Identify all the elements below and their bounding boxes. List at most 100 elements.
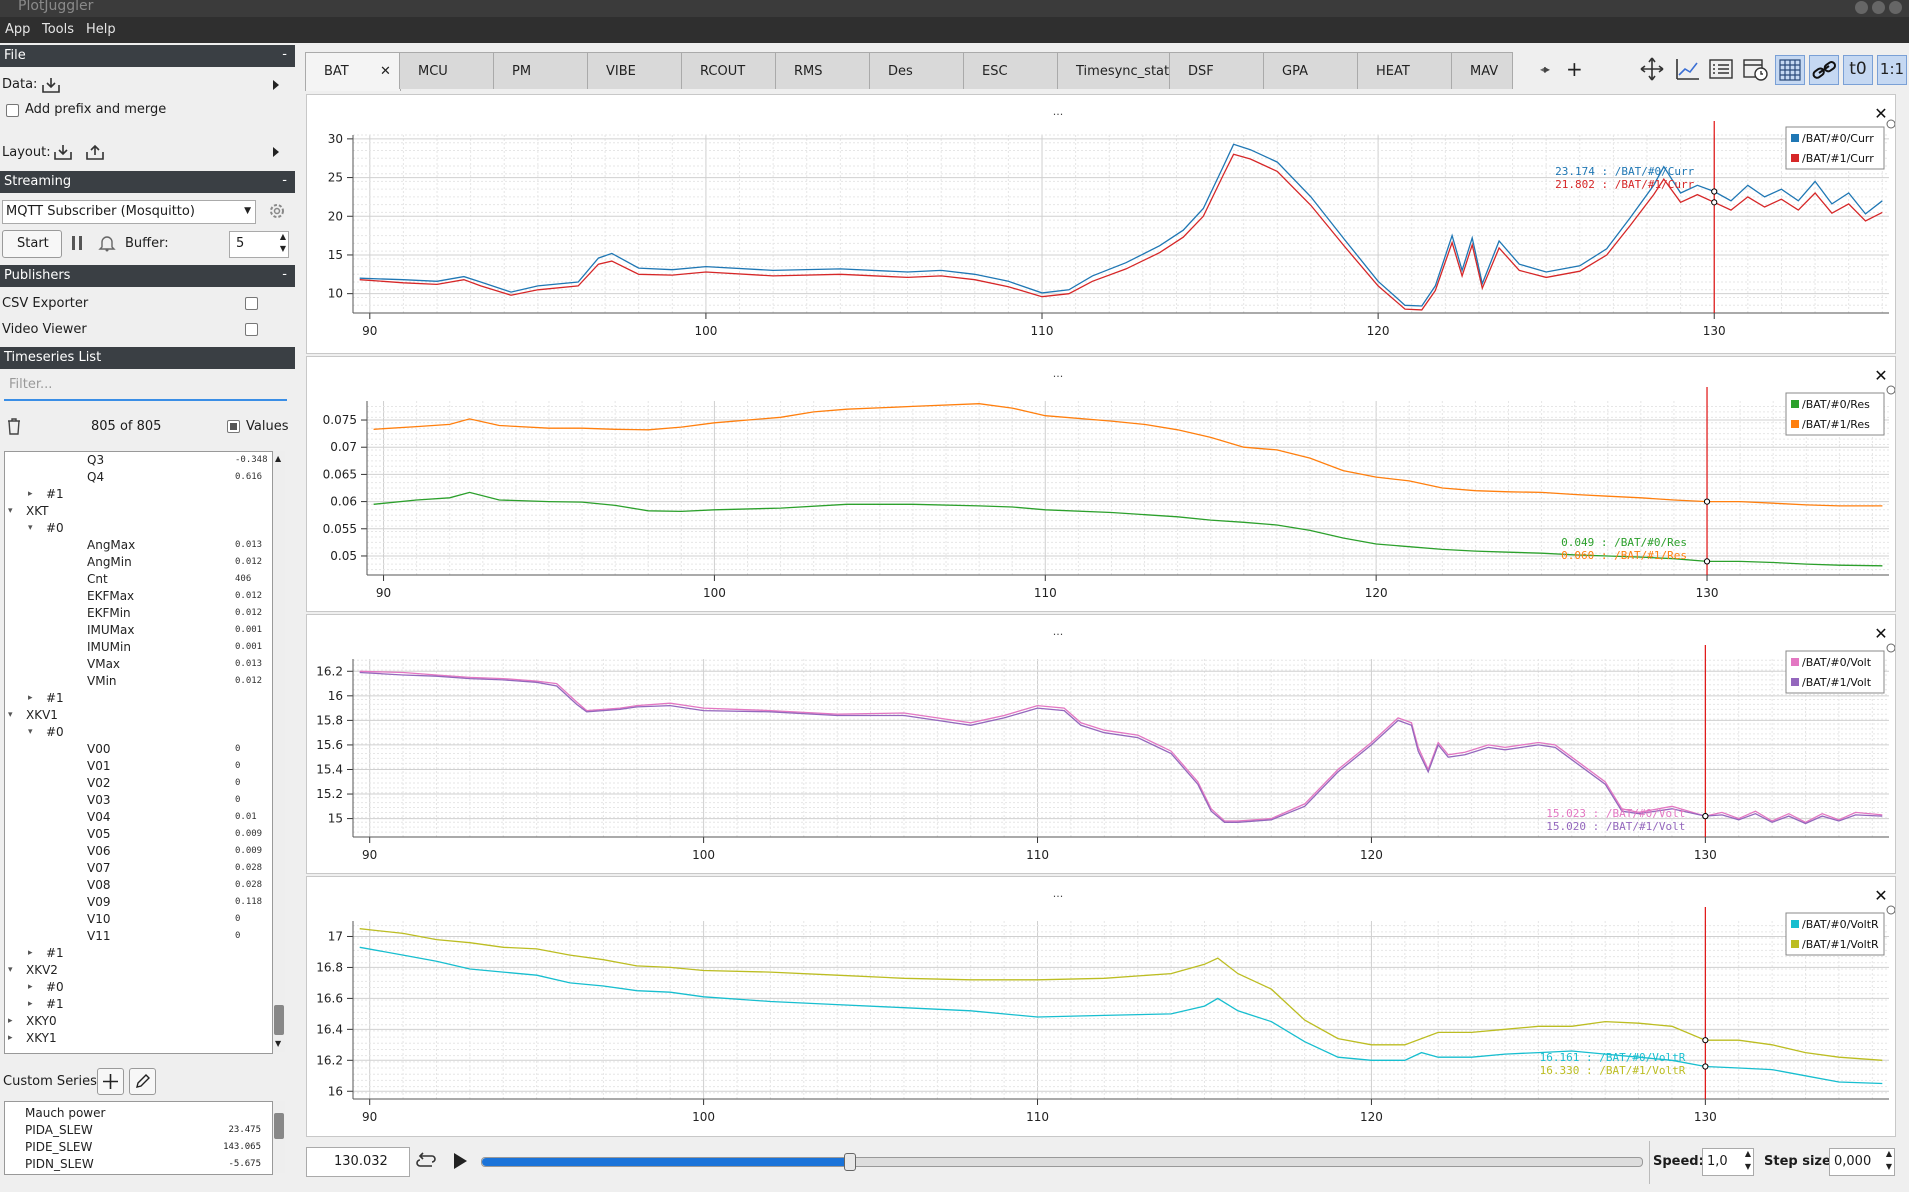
menu-app[interactable]: App — [5, 22, 31, 37]
tree-row[interactable]: V03 0 — [5, 793, 267, 807]
filter-input[interactable]: Filter... — [4, 373, 287, 401]
close-tab-icon[interactable]: ✕ — [380, 64, 391, 79]
collapsed-arrow-icon[interactable]: ▸ — [28, 982, 33, 992]
legend-icon[interactable] — [1707, 55, 1735, 83]
tab-timesync-status[interactable]: Timesync_status — [1057, 52, 1184, 89]
tab-vibe[interactable]: VIBE — [587, 52, 683, 89]
time-slider-handle[interactable] — [843, 1153, 856, 1171]
collapse-icon[interactable]: - — [282, 47, 287, 62]
csv-exporter-checkbox[interactable] — [245, 297, 258, 310]
collapse-icon[interactable]: - — [282, 267, 287, 282]
tree-row[interactable]: V04 0.01 — [5, 810, 267, 824]
close-window-button[interactable] — [1889, 1, 1902, 14]
tree-row[interactable]: ▸ #1 — [5, 997, 267, 1011]
plot-bat-res[interactable]: 0.05 0.055 0.06 0.065 0.07 0.075 90 100 110 120 13… — [306, 356, 1896, 612]
custom-series-row[interactable]: PIDA_SLEW 23.475 — [5, 1123, 267, 1137]
spin-down-icon[interactable]: ▼ — [279, 244, 286, 253]
start-button[interactable]: Start — [2, 230, 62, 258]
streaming-section-header[interactable]: Streaming - — [0, 171, 295, 193]
play-icon[interactable] — [451, 1152, 469, 1170]
current-time-field[interactable]: 130.032 — [306, 1147, 410, 1177]
add-custom-series-button[interactable] — [97, 1068, 124, 1095]
expanded-arrow-icon[interactable]: ▾ — [8, 710, 13, 720]
tree-row[interactable]: Q4 0.616 — [5, 470, 267, 484]
time-zero-toggle[interactable]: t0 — [1843, 55, 1873, 85]
plot-bat-curr[interactable]: 10 15 20 25 30 90 100 110 120 130 23.174 : /BAT/#0… — [306, 94, 1896, 354]
custom-series-list[interactable]: Mauch power PIDA_SLEW 23.475 PIDE_SLEW 143.0… — [4, 1101, 273, 1175]
tab-des[interactable]: Des — [869, 52, 965, 89]
tree-row[interactable]: IMUMax 0.001 — [5, 623, 267, 637]
tree-row[interactable]: ▸ #0 — [5, 980, 267, 994]
tree-row[interactable]: V11 0 — [5, 929, 267, 943]
tree-row[interactable]: ▾ #0 — [5, 521, 267, 535]
bell-icon[interactable] — [98, 234, 116, 252]
gear-icon[interactable] — [268, 202, 286, 220]
spin-up-icon[interactable]: ▲ — [279, 232, 286, 241]
tree-row[interactable]: ▾ #0 — [5, 725, 267, 739]
tree-row[interactable]: V00 0 — [5, 742, 267, 756]
tree-row[interactable]: Q3 -0.348 — [5, 453, 268, 467]
collapsed-arrow-icon[interactable]: ▸ — [8, 1016, 13, 1026]
scroll-up-icon[interactable]: ▲ — [275, 454, 282, 463]
file-section-header[interactable]: File - — [0, 45, 295, 67]
tab-rms[interactable]: RMS — [775, 52, 871, 89]
tree-row[interactable]: V09 0.118 — [5, 895, 267, 909]
tree-row[interactable]: ▸ XKY0 — [5, 1014, 267, 1028]
tree-row[interactable]: EKFMax 0.012 — [5, 589, 267, 603]
collapsed-arrow-icon[interactable]: ▸ — [28, 489, 33, 499]
trash-icon[interactable] — [6, 417, 22, 435]
timeseries-tree[interactable]: Q3 -0.348 Q4 0.616 ▸ #1 ▾ XKT ▾ #0 AngMax 0.013 AngM… — [4, 451, 273, 1054]
tree-row[interactable]: Cnt 406 — [5, 572, 267, 586]
custom-series-row[interactable]: PIDN_SLEW -5.675 — [5, 1157, 267, 1171]
streaming-source-select[interactable]: MQTT Subscriber (Mosquitto) ▼ — [2, 200, 256, 224]
collapsed-arrow-icon[interactable]: ▸ — [28, 999, 33, 1009]
loop-icon[interactable] — [415, 1152, 437, 1170]
tree-row[interactable]: EKFMin 0.012 — [5, 606, 267, 620]
tree-row[interactable]: V02 0 — [5, 776, 267, 790]
tree-row[interactable]: ▸ #1 — [5, 946, 267, 960]
tree-row[interactable]: ▾ XKV1 — [5, 708, 267, 722]
save-layout-icon[interactable] — [86, 144, 104, 160]
grid-icon[interactable] — [1775, 55, 1805, 85]
spin-down-icon[interactable]: ▼ — [1744, 1162, 1751, 1171]
custom-scrollbar[interactable] — [273, 1101, 285, 1173]
spin-up-icon[interactable]: ▲ — [1885, 1149, 1892, 1158]
tab-gpa[interactable]: GPA — [1263, 52, 1359, 89]
video-viewer-checkbox[interactable] — [245, 323, 258, 336]
tree-row[interactable]: ▾ XKT — [5, 504, 267, 518]
tab-pm[interactable]: PM — [493, 52, 589, 89]
tab-bat[interactable]: BAT ✕ — [305, 52, 401, 91]
values-checkbox[interactable] — [227, 420, 240, 433]
tree-scrollbar[interactable]: ▲ ▼ — [273, 451, 285, 1052]
tab-heat[interactable]: HEAT — [1357, 52, 1453, 89]
collapsed-arrow-icon[interactable]: ▸ — [28, 693, 33, 703]
custom-series-row[interactable]: PIDE_SLEW 143.065 — [5, 1140, 267, 1154]
tree-row[interactable]: IMUMin 0.001 — [5, 640, 267, 654]
pause-icon[interactable] — [70, 235, 84, 251]
expanded-arrow-icon[interactable]: ▾ — [8, 965, 13, 975]
tree-row[interactable]: V05 0.009 — [5, 827, 267, 841]
maximize-window-button[interactable] — [1872, 1, 1885, 14]
zoom-xy-icon[interactable] — [1673, 55, 1701, 83]
tree-row[interactable]: V01 0 — [5, 759, 267, 773]
tree-row[interactable]: ▸ #1 — [5, 487, 267, 501]
tab-dsf[interactable]: DSF — [1169, 52, 1265, 89]
close-plot-icon[interactable]: ✕ — [1874, 886, 1887, 905]
spin-down-icon[interactable]: ▼ — [1885, 1162, 1892, 1171]
scroll-thumb[interactable] — [274, 1005, 284, 1035]
close-plot-icon[interactable]: ✕ — [1874, 366, 1887, 385]
move-icon[interactable] — [1638, 55, 1666, 83]
menu-tools[interactable]: Tools — [42, 22, 75, 37]
load-layout-icon[interactable] — [54, 144, 72, 160]
publishers-section-header[interactable]: Publishers - — [0, 265, 295, 287]
close-plot-icon[interactable]: ✕ — [1874, 104, 1887, 123]
collapse-icon[interactable]: - — [282, 173, 287, 188]
tab-scroll-left-icon[interactable]: ◂ — [1540, 62, 1547, 76]
load-data-icon[interactable] — [42, 77, 60, 93]
calendar-clock-icon[interactable] — [1741, 55, 1769, 83]
tab-scroll-right-icon[interactable]: ▸ — [1544, 62, 1551, 76]
tree-row[interactable]: VMin 0.012 — [5, 674, 267, 688]
tab-mav[interactable]: MAV — [1451, 52, 1513, 89]
tree-row[interactable]: ▾ XKV2 — [5, 963, 267, 977]
tree-row[interactable]: ▸ XKY1 — [5, 1031, 267, 1045]
